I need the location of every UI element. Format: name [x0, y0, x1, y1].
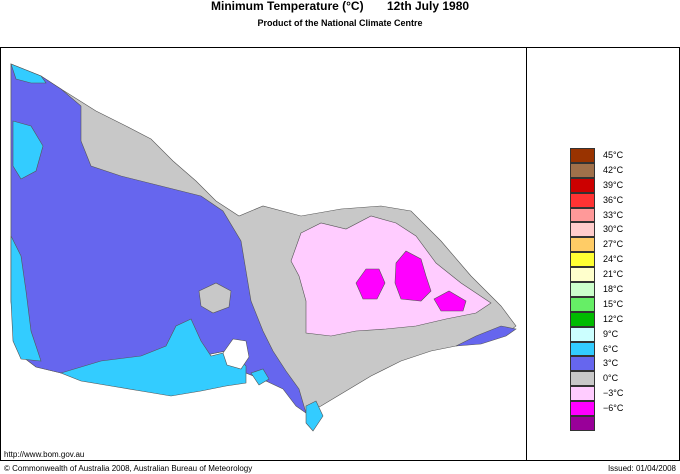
legend-swatch — [570, 177, 595, 193]
legend-label: 0°C — [603, 373, 619, 384]
region-0c-patch — [198, 282, 232, 314]
legend-label: 12°C — [603, 313, 624, 324]
legend-label: 30°C — [603, 224, 624, 235]
source-url: http://www.bom.gov.au — [4, 450, 85, 459]
legend-swatch — [570, 311, 595, 327]
legend-swatch — [570, 148, 595, 163]
legend-label: 18°C — [603, 284, 624, 295]
legend-swatch — [570, 386, 595, 402]
legend-swatch — [570, 356, 595, 372]
legend-label: 45°C — [603, 150, 624, 160]
issued-date: Issued: 01/04/2008 — [607, 464, 676, 473]
legend-label: −6°C — [603, 403, 624, 414]
map-date: 12th July 1980 — [387, 0, 470, 13]
legend-label: 42°C — [603, 164, 624, 175]
legend-label: 36°C — [603, 194, 624, 205]
legend-swatch — [570, 207, 595, 223]
page-subtitle: Product of the National Climate Centre — [257, 18, 423, 28]
legend-label: 9°C — [603, 328, 619, 339]
french-island — [250, 368, 270, 386]
legend-swatch — [570, 371, 595, 387]
region-3c — [10, 63, 307, 414]
region-minus6c-a — [355, 268, 386, 300]
legend-swatch — [570, 341, 595, 357]
legend-swatch — [570, 162, 595, 178]
page-title: Minimum Temperature (°C) — [211, 0, 364, 13]
legend-label: 21°C — [603, 269, 624, 280]
wilsons-promontory — [305, 400, 324, 432]
legend-swatch — [570, 282, 595, 297]
legend-swatch — [570, 222, 595, 238]
victoria-temperature-map — [10, 63, 517, 432]
legend-label: −3°C — [603, 388, 624, 399]
legend-label: 33°C — [603, 209, 624, 220]
legend-label: 15°C — [603, 298, 624, 309]
region-minus6c-c — [433, 290, 467, 312]
region-6c-northwest — [10, 63, 47, 84]
legend-swatch — [570, 267, 595, 283]
legend-swatch — [570, 237, 595, 253]
legend-label: 39°C — [603, 179, 624, 190]
copyright: © Commonwealth of Australia 2008, Austra… — [4, 464, 253, 473]
legend-label: 24°C — [603, 254, 624, 265]
legend-label: 27°C — [603, 239, 624, 250]
legend-swatch — [570, 192, 595, 208]
region-6c-west — [10, 235, 42, 362]
legend-swatch — [570, 416, 595, 431]
legend-swatch — [570, 401, 595, 417]
region-6c-inland — [12, 120, 44, 180]
port-phillip-bay — [222, 338, 250, 370]
legend-swatch — [570, 296, 595, 312]
legend-label: 6°C — [603, 343, 619, 354]
region-3c-east — [455, 325, 517, 347]
legend-swatch — [570, 252, 595, 268]
legend-label: 3°C — [603, 358, 619, 369]
legend-swatch — [570, 326, 595, 342]
region-minus6c-b — [394, 250, 432, 302]
header: Minimum Temperature (°C) 12th July 1980 — [0, 0, 680, 14]
map-panel — [0, 47, 527, 461]
